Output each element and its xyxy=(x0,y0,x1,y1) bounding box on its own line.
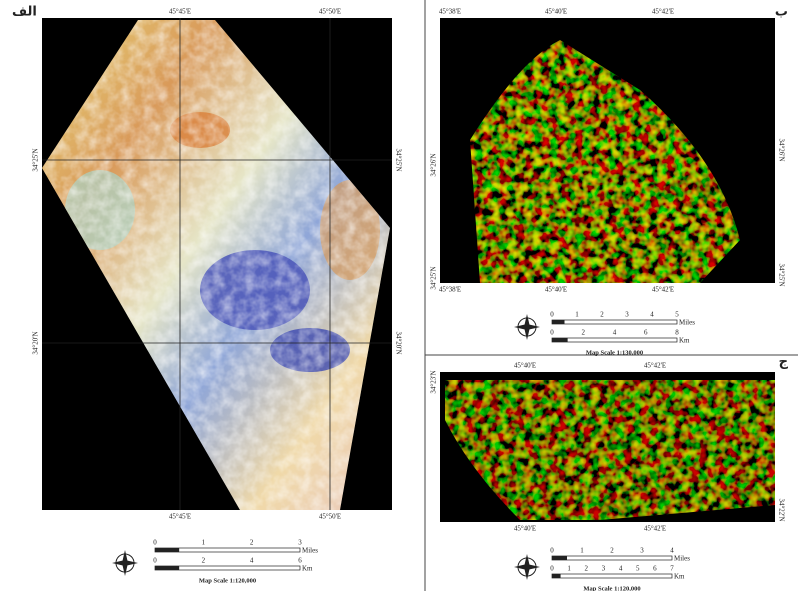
longitude-label: 45°40'E xyxy=(545,286,567,294)
scale-caption: Map Scale 1:130,000 xyxy=(586,349,643,356)
scale-bar xyxy=(552,556,567,560)
latitude-label: 34°25'N xyxy=(430,266,438,289)
scale-tick-label: 4 xyxy=(650,311,654,319)
scale-tick-label: 8 xyxy=(675,329,679,337)
scale-tick-label: 1 xyxy=(202,539,206,547)
scale-tick-label: 1 xyxy=(580,547,584,555)
latitude-label: 34°25'N xyxy=(394,148,402,171)
scale-bar xyxy=(552,338,568,342)
scale-tick-label: 7 xyxy=(670,565,674,573)
scale-bar xyxy=(551,337,678,343)
scale-tick-label: 4 xyxy=(619,565,623,573)
scale-tick-label: 1 xyxy=(575,311,579,319)
longitude-label: 45°45'E xyxy=(169,513,191,521)
scale-tick-label: 2 xyxy=(600,311,604,319)
latitude-label: 34°26'N xyxy=(430,153,438,176)
scale-tick-label: 3 xyxy=(298,539,302,547)
latitude-label: 34°22'N xyxy=(777,498,785,521)
scale-tick-label: 1 xyxy=(567,565,571,573)
scale-tick-label: 0 xyxy=(153,557,157,565)
longitude-label: 45°42'E xyxy=(652,8,674,16)
scale-unit: Km xyxy=(679,337,690,345)
scale-unit: Miles xyxy=(302,547,318,555)
scale-bar xyxy=(552,574,561,578)
longitude-label: 45°50'E xyxy=(319,513,341,521)
scale-unit: Miles xyxy=(679,319,695,327)
longitude-label: 45°40'E xyxy=(545,8,567,16)
scale-tick-label: 2 xyxy=(582,329,586,337)
scale-tick-label: 3 xyxy=(625,311,629,319)
latitude-label: 34°20'N xyxy=(394,331,402,354)
scale-bar xyxy=(551,573,673,579)
scale-tick-label: 5 xyxy=(636,565,640,573)
scale-tick-label: 3 xyxy=(640,547,644,555)
panel-label: الف xyxy=(12,5,37,20)
scale-bar xyxy=(155,566,180,570)
latitude-label: 34°25'N xyxy=(32,148,40,171)
scale-tick-label: 4 xyxy=(613,329,617,337)
compass xyxy=(514,554,540,580)
scale-tick-label: 2 xyxy=(610,547,614,555)
scale-tick-label: 0 xyxy=(153,539,157,547)
scale-tick-label: 6 xyxy=(653,565,657,573)
scale-tick-label: 0 xyxy=(550,547,554,555)
longitude-label: 45°45'E xyxy=(169,8,191,16)
scale-tick-label: 6 xyxy=(644,329,648,337)
longitude-label: 45°40'E xyxy=(514,362,536,370)
longitude-label: 45°42'E xyxy=(644,525,666,533)
scale-unit: Km xyxy=(674,573,685,581)
scale-tick-label: 2 xyxy=(202,557,206,565)
longitude-label: 45°42'E xyxy=(644,362,666,370)
scale-caption: Map Scale 1:120,000 xyxy=(199,577,256,584)
longitude-label: 45°38'E xyxy=(439,8,461,16)
scale-tick-label: 6 xyxy=(298,557,302,565)
scale-unit: Miles xyxy=(674,555,690,563)
scale-bar xyxy=(551,555,673,561)
latitude-label: 34°25'N xyxy=(777,263,785,286)
scale-tick-label: 4 xyxy=(670,547,674,555)
scale-tick-label: 0 xyxy=(550,329,554,337)
scale-unit: Km xyxy=(302,565,313,573)
scale-tick-label: 0 xyxy=(550,565,554,573)
panel-label: ج xyxy=(779,355,789,370)
scale-tick-label: 0 xyxy=(550,311,554,319)
scale-caption: Map Scale 1:120,000 xyxy=(583,585,640,591)
latitude-label: 34°26'N xyxy=(777,138,785,161)
scale-bar xyxy=(155,548,180,552)
scale-bar xyxy=(551,319,678,325)
graticule xyxy=(42,18,392,510)
scale-tick-label: 2 xyxy=(250,539,254,547)
longitude-label: 45°50'E xyxy=(319,8,341,16)
compass xyxy=(514,314,540,340)
compass xyxy=(112,550,138,576)
panel-label: ب xyxy=(775,5,788,20)
latitude-label: 34°20'N xyxy=(32,331,40,354)
scale-tick-label: 4 xyxy=(250,557,254,565)
longitude-label: 45°42'E xyxy=(652,286,674,294)
classified-image xyxy=(445,380,775,520)
scale-tick-label: 3 xyxy=(602,565,606,573)
scale-tick-label: 5 xyxy=(675,311,679,319)
scale-tick-label: 2 xyxy=(585,565,589,573)
longitude-label: 45°40'E xyxy=(514,525,536,533)
scale-bar xyxy=(552,320,565,324)
latitude-label: 34°23'N xyxy=(430,370,438,393)
longitude-label: 45°38'E xyxy=(439,286,461,294)
